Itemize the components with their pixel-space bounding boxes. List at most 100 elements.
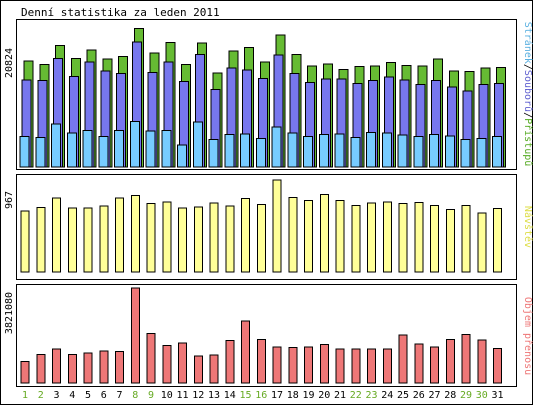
x-tick-label-9: 9 (148, 390, 154, 401)
bar-objem-day-28 (445, 338, 455, 384)
bar-objem-day-27 (430, 346, 439, 384)
x-tick-label-25: 25 (397, 390, 409, 401)
x-tick-label-21: 21 (334, 390, 346, 401)
bar-navstev-day-22 (351, 204, 361, 273)
bar-stranek-day-27 (429, 134, 439, 168)
x-tick-label-19: 19 (302, 390, 314, 401)
bar-navstev-day-3 (52, 197, 61, 273)
bar-stranek-day-2 (35, 136, 46, 168)
bar-navstev-day-20 (319, 193, 329, 273)
x-tick-label-8: 8 (132, 390, 138, 401)
bar-navstev-day-13 (209, 202, 219, 273)
bar-objem-day-12 (193, 355, 203, 384)
legend-part-hits-0: Stránek (522, 22, 533, 64)
bar-objem-day-23 (367, 348, 376, 384)
bar-objem-day-19 (304, 346, 313, 384)
legend-part-volume-0: Objem přenosu (522, 297, 533, 375)
bar-objem-day-17 (272, 346, 282, 384)
bar-objem-day-1 (20, 360, 30, 384)
bar-navstev-day-17 (272, 179, 282, 273)
bar-stranek-day-16 (255, 138, 266, 168)
x-tick-label-27: 27 (428, 390, 440, 401)
legend-part-hits-3: / (522, 112, 533, 118)
bar-stranek-day-30 (476, 138, 487, 168)
svg-text:967: 967 (4, 191, 15, 209)
panel-volume-ymax-label: 3821080 (4, 292, 15, 334)
panel-volume-legend: Objem přenosu (522, 297, 533, 375)
bar-stranek-day-8 (129, 120, 140, 168)
svg-text:Návštěv: Návštěv (522, 206, 533, 248)
svg-text:Objem přenosu: Objem přenosu (522, 297, 533, 375)
bar-navstev-day-15 (241, 198, 250, 273)
bar-objem-day-15 (241, 320, 250, 384)
bar-navstev-day-8 (130, 194, 140, 273)
panel-visits-bars (20, 179, 502, 273)
panel-volume-frame (16, 284, 517, 387)
bar-navstev-day-14 (225, 205, 235, 273)
panel-volume-bars (20, 287, 502, 384)
bar-stranek-day-12 (192, 121, 203, 168)
bar-stranek-day-19 (303, 136, 313, 168)
bar-stranek-day-23 (366, 131, 376, 168)
bar-objem-day-10 (162, 345, 172, 384)
bar-stranek-day-14 (224, 134, 235, 168)
bar-stranek-day-26 (413, 136, 424, 168)
bar-navstev-day-4 (67, 207, 77, 273)
bar-navstev-day-2 (36, 206, 46, 273)
bar-objem-day-9 (146, 333, 156, 384)
x-tick-label-28: 28 (444, 390, 456, 401)
bar-navstev-day-5 (83, 207, 93, 273)
bar-objem-day-6 (99, 350, 109, 384)
bar-objem-day-14 (225, 340, 235, 384)
bar-navstev-day-18 (288, 196, 298, 273)
x-tick-label-14: 14 (224, 390, 236, 401)
chart-title: Denní statistika za leden 2011 (21, 6, 220, 19)
bar-stranek-day-9 (145, 130, 156, 168)
x-tick-label-22: 22 (350, 390, 362, 401)
bar-navstev-day-27 (430, 205, 439, 273)
x-tick-label-26: 26 (413, 390, 425, 401)
x-tick-label-20: 20 (318, 390, 330, 401)
bar-objem-day-5 (83, 352, 93, 384)
bar-navstev-day-7 (115, 197, 124, 273)
bar-navstev-day-24 (382, 201, 392, 273)
x-tick-label-3: 3 (53, 390, 59, 401)
bar-navstev-day-23 (367, 202, 376, 273)
panel-visits-legend: Návštěv (522, 206, 533, 248)
x-tick-label-5: 5 (85, 390, 91, 401)
bar-stranek-day-22 (350, 136, 361, 168)
bar-stranek-day-31 (492, 136, 502, 168)
bar-objem-day-11 (178, 342, 187, 384)
x-axis-tick-labels: 1 2 3 4 5 6 7 8 9 10 11 12 13 14 15 16 17 18 19 20 21 22 23 24 2… (22, 390, 504, 401)
svg-text:Stránek/Souborů/Přístupů: Stránek/Souborů/Přístupů (522, 22, 533, 167)
x-tick-label-4: 4 (69, 390, 75, 401)
x-tick-label-31: 31 (491, 390, 503, 401)
bar-objem-day-22 (351, 348, 361, 384)
bar-stranek-day-20 (318, 134, 329, 168)
bar-objem-day-25 (398, 334, 408, 384)
x-tick-label-30: 30 (476, 390, 488, 401)
bar-stranek-day-6 (98, 136, 109, 168)
legend-part-hits-1: / (522, 64, 533, 70)
x-tick-label-24: 24 (381, 390, 393, 401)
bar-navstev-day-11 (178, 207, 187, 273)
bar-objem-day-2 (36, 353, 46, 384)
bar-objem-day-4 (67, 353, 77, 384)
bar-stranek-day-11 (177, 144, 187, 168)
bar-navstev-day-1 (20, 210, 30, 273)
bar-objem-day-30 (477, 339, 487, 384)
bar-stranek-day-25 (397, 134, 408, 168)
x-tick-label-2: 2 (38, 390, 44, 401)
panel-visits-frame (16, 174, 517, 280)
x-tick-label-17: 17 (271, 390, 283, 401)
bar-navstev-day-6 (99, 205, 109, 273)
x-tick-label-10: 10 (161, 390, 173, 401)
bar-navstev-day-9 (146, 203, 156, 273)
bar-navstev-day-28 (445, 209, 455, 273)
x-tick-label-29: 29 (460, 390, 472, 401)
bar-stranek-day-29 (460, 138, 471, 168)
panel-hits-legend: Stránek/Souborů/Přístupů (522, 22, 533, 167)
x-tick-label-7: 7 (116, 390, 122, 401)
legend-part-hits-2: Souborů (522, 70, 533, 112)
